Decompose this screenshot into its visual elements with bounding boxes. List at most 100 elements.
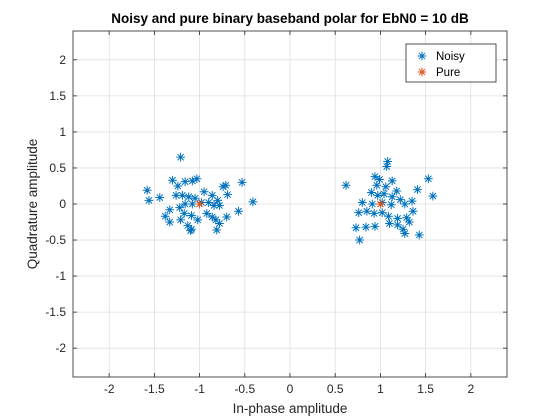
point-noisy [375,174,385,184]
x-tick-label: 0 [287,382,294,396]
point-noisy [354,208,364,218]
point-noisy [165,205,175,215]
point-noisy [186,211,196,221]
point-noisy [400,199,410,209]
x-tick-label: -1.5 [144,382,165,396]
point-noisy [383,156,393,166]
point-noisy [183,221,193,231]
point-noisy [173,181,183,191]
point-noisy [204,198,214,208]
point-noisy [171,190,181,200]
point-noisy [398,224,408,234]
point-noisy [387,192,397,202]
point-noisy [400,229,410,239]
point-noisy [179,208,189,218]
x-tick-label: -1 [194,382,205,396]
point-noisy [160,211,170,221]
point-noisy [367,199,377,209]
point-noisy [214,218,224,228]
point-noisy [192,174,202,184]
point-noisy [248,197,258,207]
point-noisy [180,199,190,209]
point-noisy [190,193,200,203]
y-tick-label: 1.5 [49,89,66,103]
point-noisy [202,208,212,218]
x-tick-label: 0.5 [327,382,344,396]
y-axis-label: Quadrature amplitude [25,139,40,270]
chart-title: Noisy and pure binary baseband polar for… [111,11,469,26]
point-noisy [213,195,223,205]
y-tick-label: 1 [59,125,66,139]
point-noisy [221,180,231,190]
point-noisy [387,176,397,186]
point-noisy [222,212,232,222]
point-noisy [369,208,379,218]
legend: Noisy Pure [405,43,497,83]
x-tick-label: 1 [377,382,384,396]
point-noisy [144,195,154,205]
point-noisy [373,190,383,200]
ticks: -2 -1.5 -1 -0.5 0 0.5 1 1.5 2 -2 -1.5 -1 -0.5 0 0.5 1 1.… [45,31,507,396]
point-noisy [381,182,391,192]
point-noisy [193,215,203,225]
point-pure [195,199,205,209]
point-noisy [223,190,233,200]
point-noisy [207,212,217,222]
point-noisy [167,175,177,185]
point-noisy [372,180,382,190]
legend-label-pure: Pure [436,67,460,79]
point-noisy [214,200,224,210]
point-noisy [392,186,402,196]
point-noisy [407,196,417,206]
point-noisy [366,187,376,197]
point-noisy [341,180,351,190]
point-noisy [175,203,185,213]
point-pure [375,199,385,209]
point-noisy [199,187,209,197]
point-noisy [218,182,228,192]
point-noisy [176,215,186,225]
point-noisy [370,172,380,182]
legend-label-noisy: Noisy [436,51,465,63]
point-noisy [412,185,422,195]
x-tick-label: 2 [467,382,474,396]
point-noisy [386,200,396,210]
point-noisy [233,206,243,216]
x-axis-label: In-phase amplitude [233,401,348,416]
y-tick-label: -0.5 [45,233,66,247]
point-noisy [187,176,197,186]
legend-marker-pure [417,67,427,77]
point-noisy [402,213,412,223]
point-noisy [165,217,175,227]
point-noisy [209,200,219,210]
point-noisy [212,225,222,235]
y-tick-label: 2 [59,53,66,67]
y-tick-label: 0 [59,197,66,211]
point-noisy [377,208,387,218]
point-noisy [357,198,367,208]
point-noisy [155,193,165,203]
point-noisy [237,177,247,187]
point-noisy [176,152,186,162]
point-noisy [395,195,405,205]
point-noisy [393,220,403,230]
point-noisy [351,223,361,233]
point-noisy [361,222,371,232]
point-noisy [207,190,217,200]
point-noisy [379,189,389,199]
point-noisy [408,206,418,216]
point-noisy [177,190,187,200]
point-noisy [428,191,438,201]
point-noisy [423,174,433,184]
point-noisy [384,218,394,228]
point-noisy [393,213,403,223]
point-noisy [142,185,152,195]
point-noisy [180,177,190,187]
legend-marker-noisy [417,51,427,61]
x-tick-label: -0.5 [234,382,255,396]
y-tick-label: -2 [55,341,66,355]
point-noisy [384,211,394,221]
y-tick-label: 0.5 [49,161,66,175]
